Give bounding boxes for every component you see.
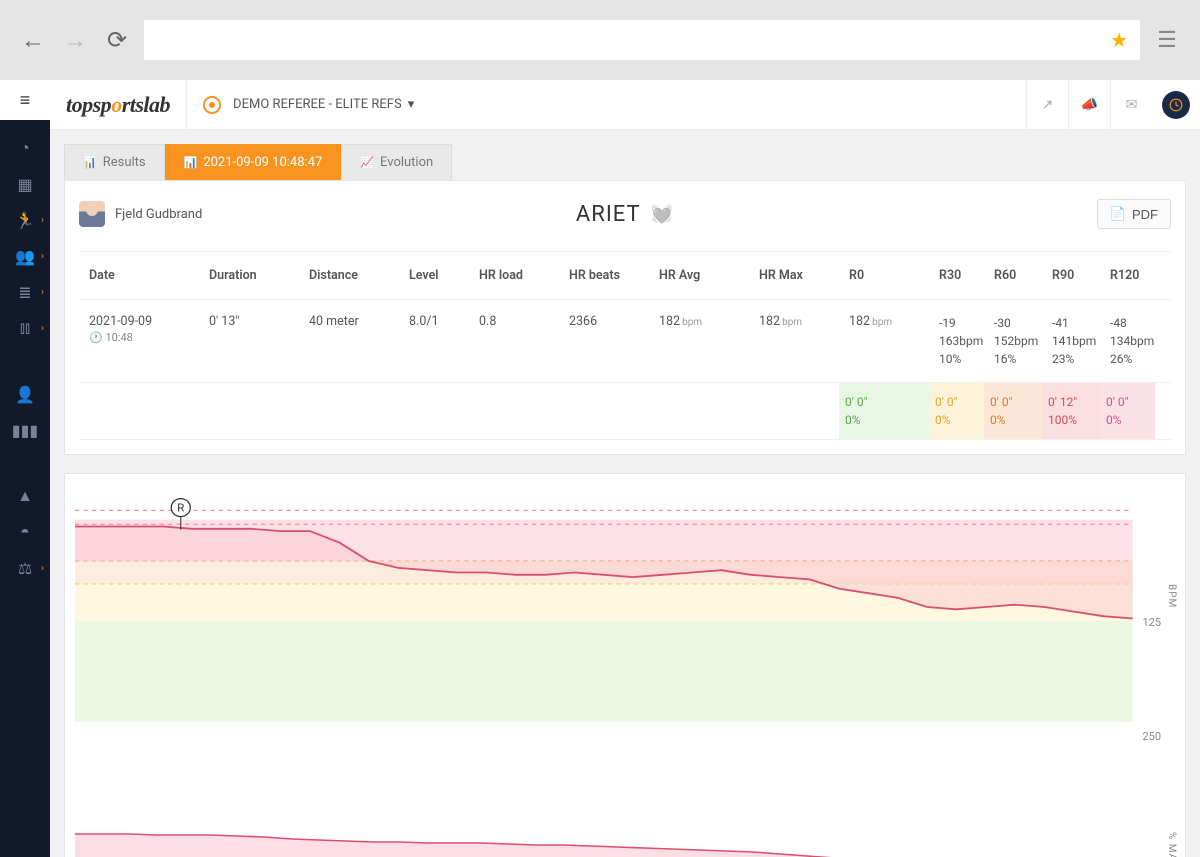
rail-list-icon[interactable]: ≣› bbox=[0, 274, 50, 310]
cell-hravg: 182bpm bbox=[655, 312, 755, 331]
cell-time: 🕐 10:48 bbox=[89, 331, 201, 344]
cell-distance: 40 meter bbox=[305, 312, 405, 331]
tab-evolution[interactable]: 📈Evolution bbox=[341, 144, 452, 180]
top-bar: topsportslab DEMO REFEREE - ELITE REFS▾ … bbox=[50, 80, 1200, 130]
heartrate-icon: 💓 bbox=[651, 204, 674, 225]
chart2-ylabel: % MAX bbox=[1166, 832, 1177, 857]
cell-r90: -41141bpm23% bbox=[1048, 312, 1106, 370]
tabs: 📊Results 📊2021-09-09 10:48:47 📈Evolution bbox=[64, 144, 1186, 180]
table-row: 2021-09-09 🕐 10:48 0' 13" 40 meter 8.0/1… bbox=[79, 300, 1171, 383]
bpm-chart-svg: R bbox=[75, 492, 1175, 722]
cell-hrbeats: 2366 bbox=[565, 312, 655, 331]
cell-date: 2021-09-09 bbox=[89, 314, 201, 329]
pctmax-chart-svg bbox=[75, 812, 1175, 857]
bookmark-star-icon[interactable]: ★ bbox=[1110, 28, 1128, 52]
browser-chrome: ← → ⟳ ★ ☰ bbox=[0, 0, 1200, 80]
zone-cell: 0' 0"0% bbox=[839, 383, 929, 439]
bpm-chart: R BPM 125 250 % MAX bbox=[64, 473, 1186, 857]
rail-profile-icon[interactable]: ▲ bbox=[0, 478, 50, 514]
tab-results[interactable]: 📊Results bbox=[64, 144, 165, 180]
address-bar[interactable]: ★ bbox=[144, 20, 1140, 60]
top-mail-icon[interactable]: ✉ bbox=[1110, 80, 1152, 130]
top-announce-icon[interactable]: 📣 bbox=[1068, 80, 1110, 130]
rail-user-icon[interactable]: 👤 bbox=[0, 376, 50, 412]
test-title: ARIET 💓 bbox=[576, 202, 674, 227]
browser-back[interactable]: ← bbox=[18, 25, 48, 55]
pdf-button[interactable]: 📄 PDF bbox=[1097, 199, 1171, 229]
zone-row: 0' 0"0% 0' 0"0% 0' 0"0% 0' 12"100% 0' 0"… bbox=[79, 383, 1171, 440]
session-panel: Fjeld Gudbrand ARIET 💓 📄 PDF DateDuratio… bbox=[64, 180, 1186, 455]
cell-duration: 0' 13" bbox=[205, 312, 305, 331]
rail-library-icon[interactable]: ▮▮▮ bbox=[0, 412, 50, 448]
brand-logo[interactable]: topsportslab bbox=[66, 92, 170, 118]
chart1-tick-125: 125 bbox=[1142, 616, 1161, 629]
cell-hrload: 0.8 bbox=[475, 312, 565, 331]
zone-cell: 0' 0"0% bbox=[929, 383, 984, 439]
rail-dashboard-icon[interactable]: ◔ bbox=[0, 130, 50, 166]
cell-r120: -48134bpm26% bbox=[1106, 312, 1161, 370]
rail-shield-icon[interactable]: ◓ bbox=[0, 514, 50, 550]
rail-activity-icon[interactable]: 🏃› bbox=[0, 202, 50, 238]
rail-calendar-icon[interactable]: ▦ bbox=[0, 166, 50, 202]
cell-hrmax: 182bpm bbox=[755, 312, 845, 331]
athlete-block: Fjeld Gudbrand bbox=[79, 201, 202, 227]
top-expand-icon[interactable]: ↗ bbox=[1026, 80, 1068, 130]
table-header: DateDurationDistance LevelHR loadHR beat… bbox=[79, 252, 1171, 300]
cell-r0: 182bpm bbox=[845, 312, 935, 331]
chart2-tick-250: 250 bbox=[1142, 730, 1161, 743]
org-logo-icon bbox=[203, 96, 221, 114]
user-avatar[interactable] bbox=[1162, 91, 1190, 119]
athlete-avatar-icon bbox=[79, 201, 105, 227]
pdf-icon: 📄 bbox=[1110, 206, 1126, 222]
org-dropdown[interactable]: DEMO REFEREE - ELITE REFS▾ bbox=[233, 97, 414, 112]
cell-level: 8.0/1 bbox=[405, 312, 475, 331]
data-table: DateDurationDistance LevelHR loadHR beat… bbox=[79, 251, 1171, 440]
svg-text:R: R bbox=[177, 501, 184, 515]
chart1-ylabel: BPM bbox=[1166, 584, 1177, 608]
browser-menu-icon[interactable]: ☰ bbox=[1152, 25, 1182, 55]
zone-cell: 0' 0"0% bbox=[1100, 383, 1155, 439]
athlete-name: Fjeld Gudbrand bbox=[115, 207, 202, 222]
rail-toggle[interactable]: ≡ bbox=[0, 80, 50, 120]
rail-balance-icon[interactable]: ⚖› bbox=[0, 550, 50, 586]
left-nav-rail: ≡ ◔ ▦ 🏃› 👥› ≣› ⫾⫾› 👤 ▮▮▮ ▲ ◓ ⚖› bbox=[0, 80, 50, 857]
zone-cell: 0' 12"100% bbox=[1042, 383, 1100, 439]
browser-reload[interactable]: ⟳ bbox=[102, 25, 132, 55]
tab-session[interactable]: 📊2021-09-09 10:48:47 bbox=[165, 144, 342, 180]
cell-r30: -19163bpm10% bbox=[935, 312, 990, 370]
rail-team-icon[interactable]: 👥› bbox=[0, 238, 50, 274]
cell-r60: -30152bpm16% bbox=[990, 312, 1048, 370]
rail-stats-icon[interactable]: ⫾⫾› bbox=[0, 310, 50, 346]
browser-forward[interactable]: → bbox=[60, 25, 90, 55]
zone-cell: 0' 0"0% bbox=[984, 383, 1042, 439]
